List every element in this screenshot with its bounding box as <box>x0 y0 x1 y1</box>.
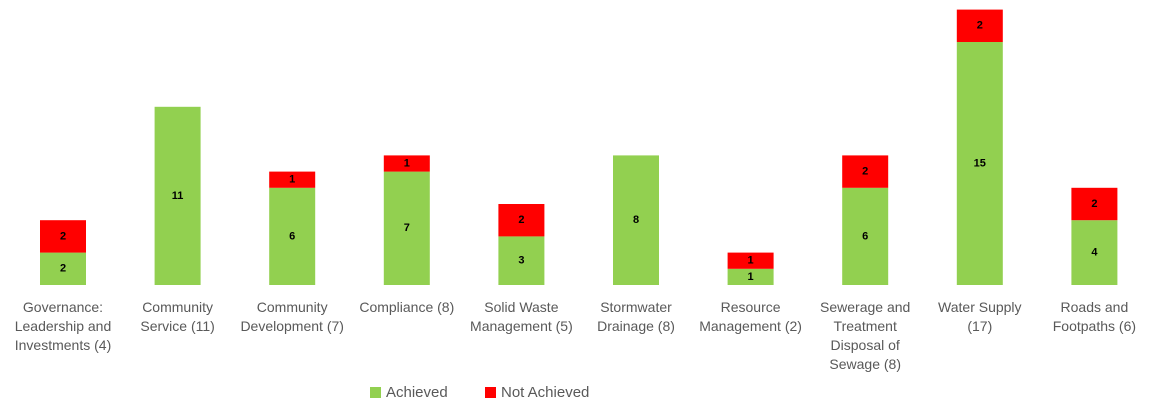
bar-segment <box>498 204 545 237</box>
data-label: 2 <box>1091 198 1097 210</box>
bar-segment <box>956 42 1003 285</box>
data-label: 6 <box>289 230 295 242</box>
data-label: 11 <box>172 190 184 202</box>
x-tick-label: Community Development (7) <box>240 299 344 334</box>
legend-swatch <box>485 387 496 398</box>
x-tick-label: Resource Management (2) <box>699 299 802 334</box>
bar-segment <box>842 155 889 188</box>
bar-segment <box>498 236 545 285</box>
data-label: 3 <box>518 255 524 267</box>
data-label: 2 <box>862 166 868 178</box>
bar-segment <box>613 155 659 285</box>
legend-swatch <box>370 387 381 398</box>
data-label: 1 <box>289 174 295 186</box>
legend-item: Achieved <box>370 384 448 401</box>
x-tick-label: Community Service (11) <box>140 299 215 334</box>
bar-segment <box>269 187 316 285</box>
data-label: 2 <box>60 230 66 242</box>
bar-segment <box>727 268 774 285</box>
data-label: 6 <box>862 230 868 242</box>
data-label: 8 <box>633 214 639 226</box>
x-tick-label: Stormwater Drainage (8) <box>597 299 675 334</box>
bar-segment <box>956 9 1003 43</box>
legend-item: Not Achieved <box>485 384 589 401</box>
data-label: 7 <box>404 222 410 234</box>
bar-segment <box>1071 187 1118 221</box>
x-tick-label: Solid Waste Management (5) <box>470 299 573 334</box>
bar-segment <box>40 252 86 285</box>
bar-segment <box>842 187 889 285</box>
bar-segment <box>383 155 430 172</box>
bar-segment <box>40 220 86 253</box>
data-label: 1 <box>748 255 754 267</box>
bar-segment <box>383 171 430 285</box>
data-label: 1 <box>748 271 754 283</box>
x-tick-label: Compliance (8) <box>359 299 455 315</box>
legend-label: Achieved <box>386 384 448 401</box>
x-tick-label: Governance: Leadership and Investments (… <box>14 299 112 353</box>
bar-segment <box>727 252 774 269</box>
data-label: 15 <box>974 157 986 169</box>
bar-segment <box>1071 220 1118 285</box>
x-tick-label: Roads and Footpaths (6) <box>1052 299 1137 334</box>
x-tick-label: Water Supply (17) <box>938 299 1022 334</box>
bar-segment <box>269 171 316 188</box>
data-label: 2 <box>518 214 524 226</box>
data-label: 1 <box>404 157 410 169</box>
x-tick-label: Sewerage and Treatment Disposal of Sewag… <box>820 299 911 372</box>
data-label: 2 <box>60 263 66 275</box>
bar-segment <box>154 106 201 285</box>
data-label: 2 <box>977 20 983 32</box>
data-label: 4 <box>1091 247 1098 259</box>
legend-label: Not Achieved <box>501 384 590 401</box>
